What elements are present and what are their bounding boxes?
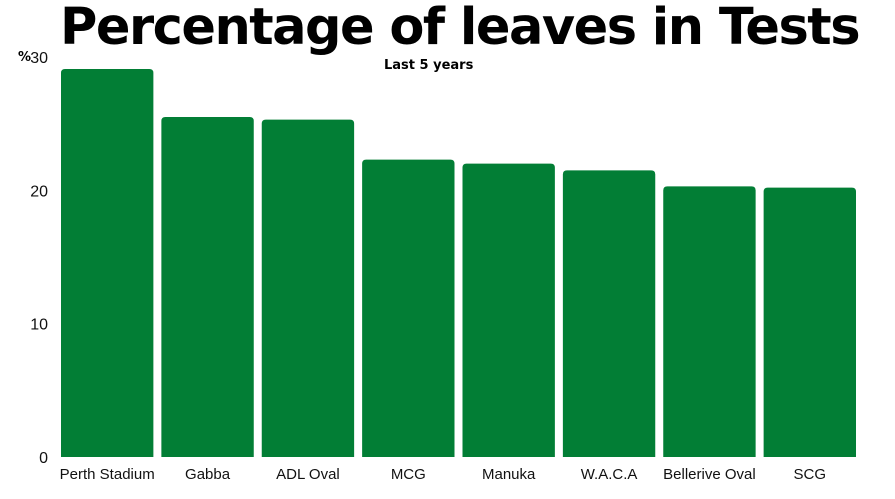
x-category-label: SCG bbox=[794, 466, 827, 483]
bar bbox=[562, 170, 656, 458]
x-category-label: Perth Stadium bbox=[60, 466, 155, 483]
y-tick-label: 20 bbox=[30, 183, 48, 200]
bar bbox=[261, 119, 355, 458]
y-tick-label: 30 bbox=[30, 50, 48, 67]
x-category-label: W.A.C.A bbox=[581, 466, 638, 483]
bar bbox=[362, 159, 455, 457]
bar bbox=[663, 186, 756, 458]
y-axis-ticks: 0 10 20 30 bbox=[30, 50, 48, 467]
x-category-label: Gabba bbox=[185, 466, 231, 483]
bar bbox=[61, 69, 154, 457]
x-category-label: ADL Oval bbox=[276, 466, 340, 483]
bar bbox=[161, 117, 254, 457]
bar bbox=[763, 187, 856, 457]
bars bbox=[61, 69, 856, 458]
y-tick-label: 0 bbox=[39, 450, 48, 467]
x-axis-labels: Perth Stadium Gabba ADL Oval MCG Manuka W.A.C… bbox=[60, 466, 826, 483]
x-category-label: Manuka bbox=[482, 466, 536, 483]
bar bbox=[462, 163, 555, 457]
chart-title: Percentage of leaves in Tests bbox=[60, 0, 861, 57]
chart-subtitle: Last 5 years bbox=[384, 58, 474, 73]
y-axis-unit-label: % bbox=[18, 50, 32, 65]
x-category-label: MCG bbox=[391, 466, 426, 483]
y-tick-label: 10 bbox=[30, 317, 48, 334]
x-category-label: Bellerive Oval bbox=[663, 466, 756, 483]
